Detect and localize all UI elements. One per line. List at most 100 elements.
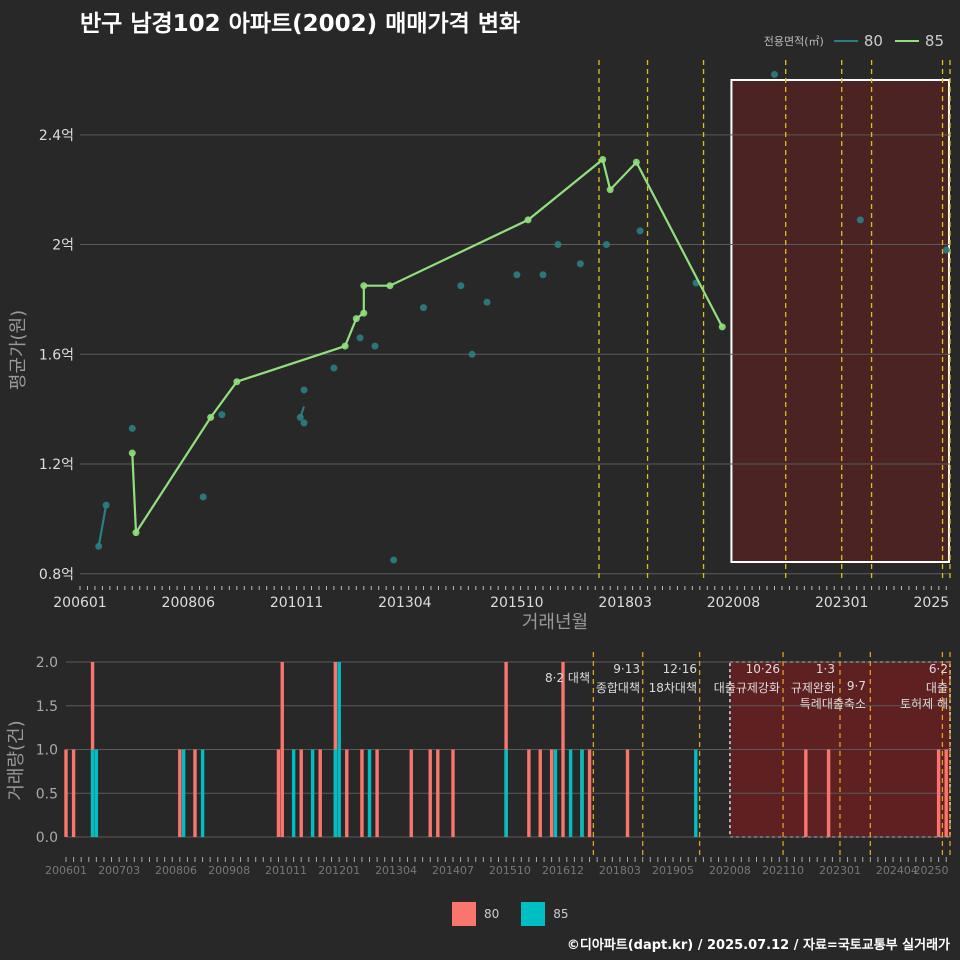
x-tick-label: 202008	[707, 595, 760, 611]
volume-x-tick-label: 201407	[432, 864, 474, 877]
volume-bar-85	[337, 662, 341, 837]
data-point-80	[942, 246, 950, 254]
data-point-80	[856, 216, 864, 224]
volume-y-tick-label: 2.0	[36, 655, 58, 671]
volume-bar-85	[200, 749, 205, 837]
data-point-80	[128, 424, 136, 432]
data-point-80	[576, 260, 584, 268]
volume-bar-80	[944, 749, 948, 837]
policy-date-label: 10·26	[746, 662, 780, 676]
legend-label-85: 85	[924, 32, 944, 50]
policy-name-label: 대출	[926, 681, 948, 695]
volume-bar-80	[804, 749, 808, 837]
data-point-85	[524, 216, 532, 224]
volume-x-tick-label: 201304	[375, 864, 417, 877]
data-point-85	[233, 378, 241, 386]
data-point-80	[483, 298, 491, 306]
volume-y-axis-title: 거래량(건)	[6, 720, 27, 800]
volume-x-tick-label: 200703	[98, 864, 140, 877]
volume-bar-80	[360, 749, 364, 837]
data-point-85	[128, 449, 136, 457]
x-tick-label: 200601	[53, 595, 106, 611]
policy-name-label: 대출규제강화	[714, 681, 780, 695]
volume-bar-80	[276, 749, 281, 837]
y-tick-label: 2.4억	[39, 128, 74, 144]
volume-bar-80	[936, 749, 941, 837]
data-point-85	[132, 529, 140, 537]
y-axis-title: 평균가(원)	[8, 310, 29, 390]
data-point-80	[330, 364, 338, 372]
data-point-85	[207, 413, 215, 421]
y-tick-label: 0.8억	[39, 567, 74, 583]
x-tick-label: 200806	[162, 595, 216, 611]
data-point-85	[718, 323, 726, 331]
volume-bar-80	[193, 749, 197, 837]
x-tick-label: 201510	[490, 595, 543, 611]
data-point-80	[300, 386, 308, 394]
volume-y-tick-label: 0.5	[36, 786, 58, 802]
volume-bar-80	[538, 749, 542, 837]
volume-bar-85	[504, 749, 508, 837]
policy-date-label: 8·2 대책	[545, 670, 590, 685]
volume-bar-85	[580, 749, 584, 837]
volume-bar-85	[553, 749, 558, 837]
policy-name-label: 규제완화	[791, 681, 835, 695]
volume-x-tick-label: 201612	[542, 864, 584, 877]
y-tick-label: 1.2억	[39, 457, 74, 473]
policy-name-label: 18차대책	[649, 680, 697, 695]
data-point-80	[554, 241, 562, 249]
policy-date-label: 12·16	[663, 662, 697, 676]
volume-bar-80	[71, 749, 76, 837]
volume-x-tick-label: 201905	[652, 864, 694, 877]
x-tick-label: 201304	[378, 595, 432, 611]
data-point-80	[218, 411, 226, 419]
volume-x-tick-label: 202110	[762, 864, 804, 877]
data-point-80	[771, 70, 779, 78]
volume-bar-80	[409, 749, 413, 837]
volume-bar-80	[549, 749, 554, 837]
data-point-85	[341, 342, 349, 350]
volume-bar-85	[291, 749, 296, 837]
volume-bar-85	[333, 749, 338, 837]
volume-x-tick-label: 201803	[599, 864, 641, 877]
data-point-80	[95, 542, 103, 550]
volume-bar-85	[367, 749, 372, 837]
volume-x-tick-label: 200806	[155, 864, 197, 877]
y-tick-label: 2억	[52, 238, 74, 254]
volume-y-tick-label: 1.0	[36, 743, 58, 759]
volume-bar-85	[94, 749, 99, 837]
data-point-85	[606, 186, 614, 194]
volume-legend: 80 85	[452, 902, 583, 926]
volume-bar-85	[181, 749, 186, 837]
policy-name-label: 토허제 해	[900, 697, 948, 711]
data-point-85	[360, 282, 368, 290]
chart-title: 반구 남경102 아파트(2002) 매매가격 변화	[80, 11, 521, 37]
volume-x-tick-label: 200908	[208, 864, 250, 877]
policy-name-label: 종합대책	[596, 680, 640, 695]
data-point-80	[513, 271, 521, 279]
policy-date-label: 6·2	[929, 662, 948, 676]
data-point-80	[468, 350, 476, 358]
volume-bar-80	[527, 749, 531, 837]
volume-bar-80	[625, 749, 630, 837]
volume-x-tick-label: 200601	[45, 864, 87, 877]
data-point-80	[199, 493, 207, 501]
data-point-80	[300, 419, 308, 427]
legend-title: 전용면적(㎡)	[763, 35, 824, 48]
volume-bar-80	[436, 749, 440, 837]
data-point-80	[356, 334, 364, 342]
data-point-80	[420, 304, 428, 312]
volume-bar-80	[826, 749, 831, 837]
volume-x-tick-label: 202404	[876, 864, 918, 877]
volume-legend-swatch-85	[521, 902, 546, 926]
series-line-85	[131, 157, 724, 537]
legend-swatch-85	[894, 40, 919, 42]
x-tick-label: 201011	[270, 595, 323, 611]
x-tick-label: 201803	[598, 595, 651, 611]
source-caption: ©디아파트(dapt.kr) / 2025.07.12 / 자료=국토교통부 실…	[566, 938, 950, 953]
volume-bar-80	[178, 749, 182, 837]
volume-x-tick-label: 201201	[318, 864, 360, 877]
volume-x-tick-label: 201011	[265, 864, 307, 877]
volume-bar-80	[561, 662, 565, 837]
